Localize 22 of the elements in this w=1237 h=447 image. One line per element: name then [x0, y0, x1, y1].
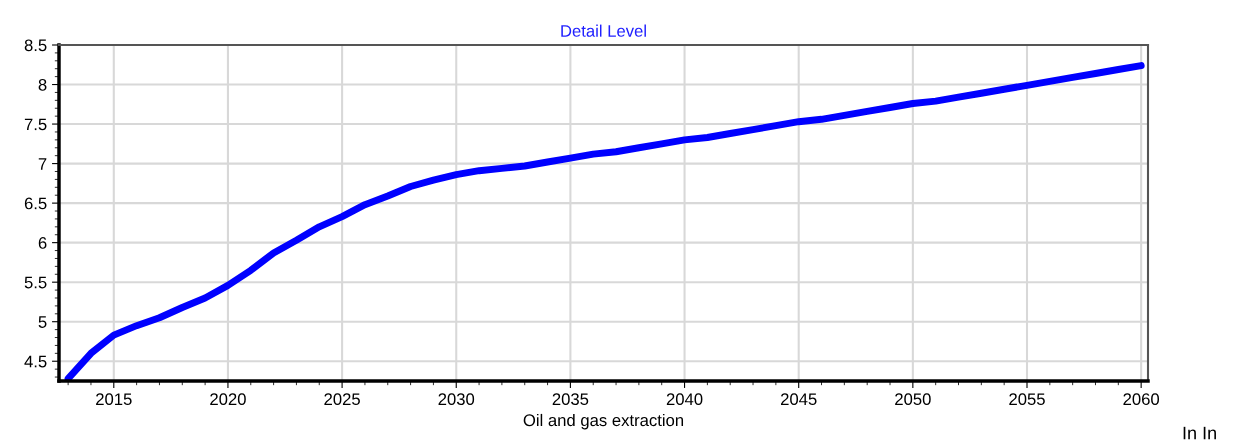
x-tick-label: 2045	[781, 393, 817, 406]
y-tick-label: 8	[38, 78, 47, 91]
y-tick-label: 8.5	[24, 39, 47, 52]
x-tick-label: 2055	[1009, 393, 1045, 406]
x-tick-label: 2025	[324, 393, 360, 406]
x-axis-title: Oil and gas extraction	[523, 413, 684, 430]
y-tick-label: 7	[38, 158, 47, 170]
y-tick-label: 5	[38, 316, 47, 328]
x-tick-label: 2060	[1123, 393, 1160, 406]
x-tick-label: 2030	[438, 393, 475, 406]
y-tick-label: 4.5	[24, 355, 47, 368]
x-tick-label: 2035	[552, 393, 589, 406]
y-tick-label: 5.5	[24, 276, 47, 289]
chart-title: Detail Level	[561, 24, 646, 37]
y-tick-label: 7.5	[24, 118, 47, 131]
x-tick-label: 2040	[666, 393, 703, 406]
y-tick-label: 6.5	[24, 197, 47, 210]
x-tick-label: 2015	[96, 393, 132, 406]
text: In In	[1183, 426, 1216, 440]
x-tick-label: 2020	[210, 393, 246, 406]
x-tick-label: 2050	[895, 393, 931, 406]
y-tick-label: 6	[38, 237, 47, 249]
